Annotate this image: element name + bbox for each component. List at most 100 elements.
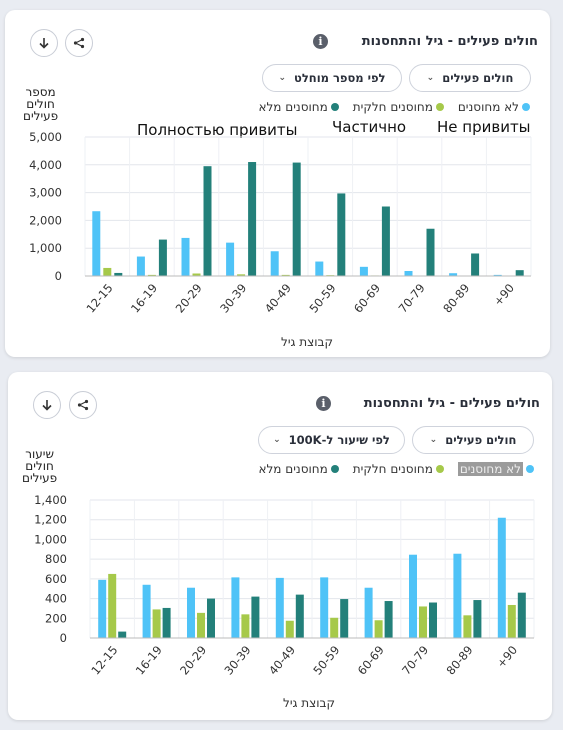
bar[interactable] (426, 228, 435, 276)
x-tick-label: 70-79 (399, 643, 431, 678)
bar[interactable] (108, 573, 117, 638)
bar[interactable] (404, 270, 413, 276)
bar[interactable] (381, 206, 390, 277)
x-tick-label: 20-29 (177, 643, 209, 678)
scale-dropdown[interactable]: לפי מספר מוחלט ⌄ (262, 64, 402, 92)
bar[interactable] (142, 584, 151, 638)
overlay-label-unvaccinated: Не привиты (437, 118, 531, 136)
bar[interactable] (152, 609, 161, 638)
x-axis-title: קבוצת גיל (283, 696, 335, 710)
bar[interactable] (92, 211, 101, 276)
bar[interactable] (203, 166, 212, 276)
bar[interactable] (285, 620, 294, 638)
bar[interactable] (429, 602, 437, 638)
bar[interactable] (473, 600, 482, 638)
x-tick-label: 80-89 (440, 281, 472, 316)
y-tick-label: 0 (55, 269, 62, 283)
share-icon (77, 399, 89, 411)
legend-label: לא מחוסנים (457, 462, 523, 476)
bar[interactable] (281, 274, 290, 276)
bar[interactable] (231, 577, 240, 638)
chevron-down-icon: ⌄ (278, 73, 287, 83)
bar[interactable] (241, 614, 250, 638)
bar[interactable] (197, 612, 205, 638)
bar[interactable] (409, 554, 417, 638)
bar[interactable] (147, 274, 156, 276)
bar[interactable] (226, 242, 235, 276)
card-title: חולים פעילים - גיל והתחסנות (363, 396, 540, 411)
bar[interactable] (320, 577, 329, 638)
y-tick-label: 5,000 (29, 130, 62, 144)
bar[interactable] (419, 606, 427, 638)
bar[interactable] (364, 587, 373, 638)
y-tick-label: 1,200 (34, 513, 67, 527)
x-tick-label: 12-15 (83, 281, 115, 316)
bar[interactable] (207, 598, 215, 638)
bar[interactable] (493, 274, 502, 276)
legend-label: מחוסנים חלקית (352, 100, 433, 114)
bar[interactable] (158, 239, 167, 276)
bar[interactable] (517, 592, 526, 638)
legend-item-unvaccinated[interactable]: לא מחוסנים (457, 462, 534, 476)
bar[interactable] (507, 604, 516, 638)
legend: לא מחוסנים מחוסנים חלקית מחוסנים מלא (258, 100, 530, 114)
x-tick-label: +90 (494, 643, 520, 671)
bar[interactable] (340, 599, 349, 638)
bar[interactable] (453, 553, 462, 638)
metric-dropdown[interactable]: חולים פעילים ⌄ (412, 426, 534, 454)
download-button[interactable] (33, 391, 61, 419)
bar[interactable] (103, 267, 112, 276)
legend-item-partial[interactable]: מחוסנים חלקית (353, 100, 444, 114)
y-tick-label: 0 (60, 631, 67, 645)
download-icon (42, 400, 52, 411)
legend-item-full[interactable]: מחוסנים מלא (258, 100, 339, 114)
bar[interactable] (449, 273, 458, 276)
download-button[interactable] (30, 29, 58, 57)
bar[interactable] (98, 579, 107, 638)
x-tick-label: 80-89 (443, 643, 475, 678)
metric-dropdown[interactable]: חולים פעילים ⌄ (409, 64, 531, 92)
x-tick-label: 12-15 (88, 643, 120, 678)
legend-label: מחוסנים מלא (258, 462, 328, 476)
share-button[interactable] (69, 391, 97, 419)
bar[interactable] (384, 601, 393, 638)
legend-dot (435, 465, 444, 473)
bar[interactable] (192, 273, 201, 276)
bar[interactable] (251, 596, 260, 638)
bar[interactable] (515, 270, 524, 276)
bar[interactable] (248, 162, 257, 276)
bar[interactable] (118, 631, 127, 638)
bar[interactable] (181, 237, 190, 276)
bar[interactable] (237, 274, 246, 276)
bar[interactable] (337, 193, 346, 276)
legend-dot (330, 465, 339, 473)
bar[interactable] (374, 620, 383, 638)
legend-item-full[interactable]: מחוסנים מלא (258, 462, 339, 476)
x-tick-label: 60-69 (355, 643, 387, 678)
bar[interactable] (497, 517, 506, 638)
x-tick-label: 30-39 (217, 281, 249, 316)
card-title: חולים פעילים - גיל והתחסנות (361, 34, 538, 49)
info-icon[interactable]: i (316, 396, 331, 411)
share-button[interactable] (65, 29, 93, 57)
x-axis-title: קבוצת גיל (281, 335, 333, 349)
x-tick-label: 50-59 (310, 643, 342, 678)
bar[interactable] (136, 256, 145, 276)
legend-item-unvaccinated[interactable]: לא מחוסנים (458, 100, 530, 114)
bar[interactable] (187, 587, 195, 638)
bar[interactable] (463, 615, 472, 638)
bar[interactable] (471, 253, 480, 276)
bar[interactable] (270, 251, 279, 276)
legend: לא מחוסנים מחוסנים חלקית מחוסנים מלא (258, 462, 534, 476)
legend-item-partial[interactable]: מחוסנים חלקית (353, 462, 444, 476)
bar[interactable] (359, 266, 368, 276)
bar[interactable] (275, 577, 284, 638)
bar[interactable] (330, 617, 339, 638)
bar[interactable] (315, 261, 324, 276)
bar[interactable] (114, 272, 123, 276)
bar[interactable] (292, 162, 301, 276)
bar[interactable] (295, 594, 304, 638)
bar[interactable] (162, 607, 171, 638)
scale-dropdown[interactable]: לפי שיעור ל-100K ⌄ (258, 426, 405, 454)
info-icon[interactable]: i (313, 34, 328, 49)
